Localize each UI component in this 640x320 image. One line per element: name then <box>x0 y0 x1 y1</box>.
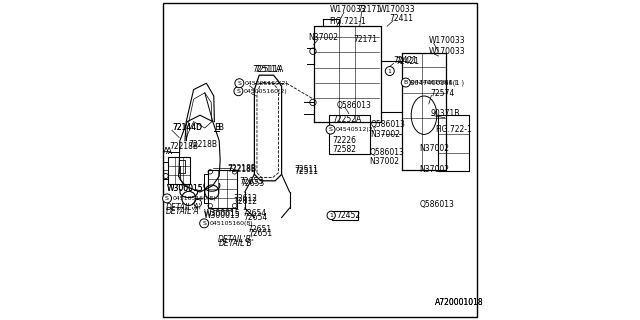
Circle shape <box>200 219 209 228</box>
Text: W170033: W170033 <box>379 5 415 14</box>
Circle shape <box>326 125 335 134</box>
Bar <box>332 211 358 220</box>
Text: S: S <box>202 221 206 226</box>
Text: Q586013: Q586013 <box>371 120 405 129</box>
Text: W300015: W300015 <box>204 211 241 220</box>
Text: Q586013: Q586013 <box>419 200 454 209</box>
Text: 72511A: 72511A <box>254 65 284 74</box>
Text: 72218B: 72218B <box>227 164 256 173</box>
Text: 72411: 72411 <box>389 14 413 23</box>
Text: S: S <box>165 196 169 201</box>
Circle shape <box>385 67 394 76</box>
Text: 045105160(8): 045105160(8) <box>210 221 253 226</box>
Text: 72144D: 72144D <box>172 124 202 132</box>
Text: 72144D: 72144D <box>173 124 203 132</box>
Text: 72171: 72171 <box>353 36 377 44</box>
Text: A720001018: A720001018 <box>435 298 483 307</box>
Text: 72218B: 72218B <box>227 165 256 174</box>
Text: 72653: 72653 <box>239 177 264 186</box>
Text: 72654: 72654 <box>243 209 267 218</box>
Text: DETAIL'B': DETAIL'B' <box>218 236 253 244</box>
Bar <box>329 115 370 154</box>
Text: S: S <box>236 89 241 94</box>
Text: Q586013: Q586013 <box>370 148 404 156</box>
Text: 90371B: 90371B <box>430 109 460 118</box>
Text: W300015: W300015 <box>204 209 241 218</box>
Text: B: B <box>214 124 220 132</box>
Text: DETAIL'A': DETAIL'A' <box>166 204 202 212</box>
Text: DETAIL'B': DETAIL'B' <box>219 239 255 248</box>
Text: 72582: 72582 <box>332 145 356 154</box>
Circle shape <box>234 87 243 96</box>
Text: A720001018: A720001018 <box>435 298 483 307</box>
Circle shape <box>235 79 244 88</box>
Text: 72651: 72651 <box>247 225 271 234</box>
Text: Q586013: Q586013 <box>337 101 372 110</box>
Text: 1: 1 <box>329 213 333 218</box>
Text: 72654: 72654 <box>243 213 268 222</box>
Text: 047406166(1 ): 047406166(1 ) <box>412 80 457 85</box>
Text: 72511A: 72511A <box>253 65 282 74</box>
Text: S: S <box>237 81 241 86</box>
Text: 045005160(2): 045005160(2) <box>245 81 289 86</box>
Text: DETAIL'A': DETAIL'A' <box>166 207 202 216</box>
Text: B: B <box>217 124 223 132</box>
Text: N37002: N37002 <box>419 144 449 153</box>
Text: 72511: 72511 <box>294 167 319 176</box>
Text: W170033: W170033 <box>330 5 366 14</box>
Text: 72574: 72574 <box>430 89 454 98</box>
Text: 72421: 72421 <box>395 57 419 66</box>
Text: FIG.721-1: FIG.721-1 <box>330 17 366 26</box>
Text: 72452: 72452 <box>337 211 361 220</box>
Text: FIG.722-1: FIG.722-1 <box>435 125 472 134</box>
Text: S: S <box>328 127 333 132</box>
Text: B047406166(1 ): B047406166(1 ) <box>410 79 465 86</box>
Text: 045005160(2): 045005160(2) <box>244 89 287 94</box>
Text: 72252A: 72252A <box>332 115 361 124</box>
Circle shape <box>163 194 172 203</box>
Text: 72421: 72421 <box>394 56 418 65</box>
Text: W300015: W300015 <box>167 184 204 193</box>
Circle shape <box>401 78 410 87</box>
Text: 72218B: 72218B <box>189 140 218 149</box>
Text: N37002: N37002 <box>371 130 401 139</box>
Text: 72651: 72651 <box>248 229 272 238</box>
Text: 72218B: 72218B <box>170 142 198 151</box>
Text: W170033: W170033 <box>429 36 465 45</box>
Bar <box>208 170 237 208</box>
Text: W300015: W300015 <box>167 184 204 193</box>
Bar <box>204 174 209 203</box>
Text: 045105160(8): 045105160(8) <box>173 196 216 201</box>
Text: 72226: 72226 <box>332 136 356 145</box>
Text: W170033: W170033 <box>429 47 465 56</box>
Bar <box>438 115 468 171</box>
Text: 1: 1 <box>388 68 392 74</box>
Text: 72653: 72653 <box>240 180 264 188</box>
Text: 04540512(2): 04540512(2) <box>336 127 376 132</box>
Bar <box>179 160 185 173</box>
Text: 72612: 72612 <box>233 197 257 206</box>
Text: 72511: 72511 <box>294 165 319 174</box>
Text: N37002: N37002 <box>370 157 399 166</box>
Text: A: A <box>163 148 169 156</box>
Text: 72171: 72171 <box>357 5 381 14</box>
Text: N37002: N37002 <box>308 33 338 42</box>
Text: N37002: N37002 <box>419 165 449 174</box>
Circle shape <box>327 211 335 220</box>
Text: 72612: 72612 <box>233 194 257 203</box>
Text: B: B <box>404 80 408 85</box>
Text: A: A <box>166 148 172 156</box>
Bar <box>168 157 189 184</box>
Bar <box>163 162 168 179</box>
